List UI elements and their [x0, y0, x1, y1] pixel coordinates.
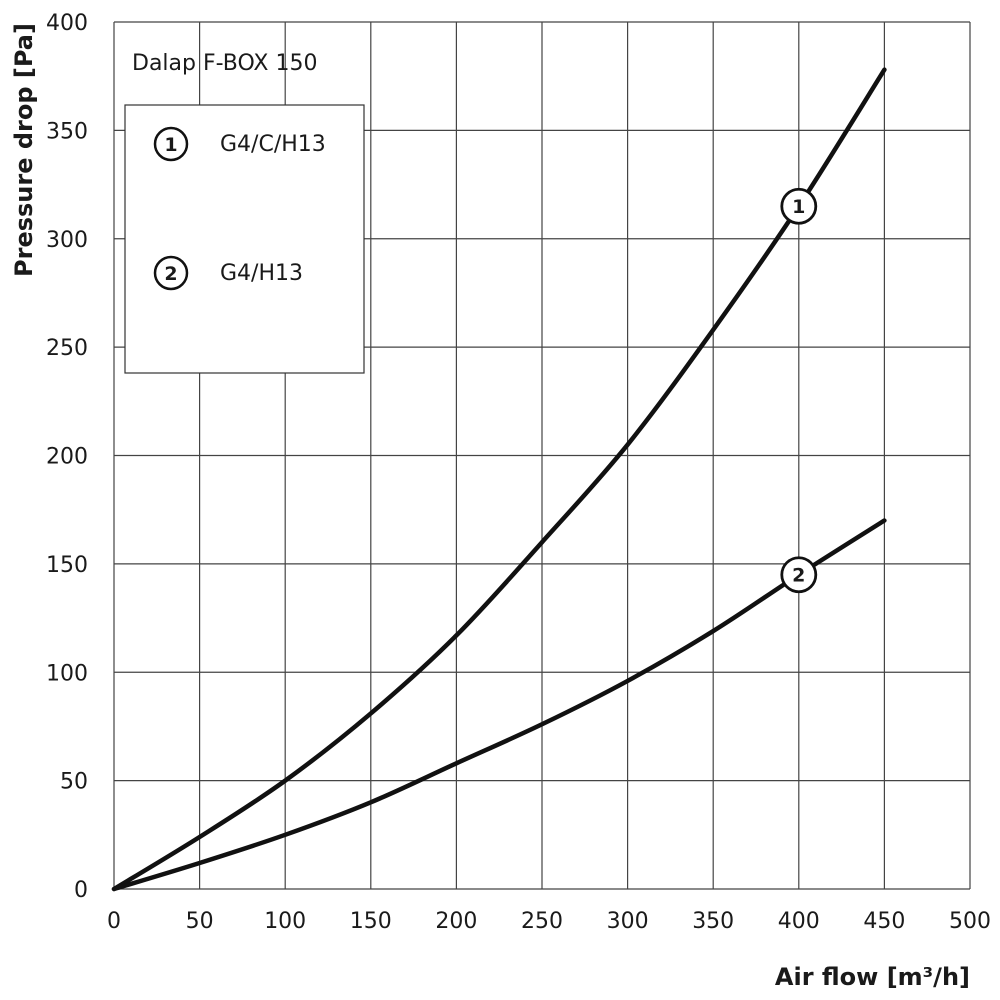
y-tick-labels: 0 50 100 150 200 250 300 350 400	[46, 11, 88, 903]
y-tick-label-6: 300	[46, 228, 88, 253]
x-tick-label-0: 0	[107, 909, 121, 934]
legend-marker-1	[153, 126, 189, 162]
x-tick-label-4: 200	[435, 909, 477, 934]
legend-marker-2	[153, 255, 189, 291]
series-markers: 12	[780, 187, 818, 594]
series-line-1	[111, 67, 887, 892]
x-tick-label-2: 100	[264, 909, 306, 934]
y-tick-label-4: 200	[46, 445, 88, 470]
grid	[113, 21, 971, 890]
x-tick-label-1: 50	[186, 909, 214, 934]
x-tick-label-8: 400	[778, 909, 820, 934]
x-tick-label-6: 300	[607, 909, 649, 934]
x-tick-label-9: 450	[863, 909, 905, 934]
x-axis-title: Air flow [m³/h]	[775, 963, 970, 991]
series-marker-label-1: 1	[792, 196, 805, 218]
y-tick-label-5: 250	[46, 336, 88, 361]
legend-marker-label-2: 2	[164, 263, 177, 285]
series-marker-1	[780, 187, 818, 225]
series-lines	[111, 67, 887, 892]
legend-label-1: G4/C/H13	[220, 132, 326, 157]
legend-label-2: G4/H13	[220, 261, 303, 286]
y-tick-label-0: 0	[74, 878, 88, 903]
legend-item-1: 1 G4/C/H13	[153, 126, 326, 162]
y-tick-label-2: 100	[46, 661, 88, 686]
x-tick-label-3: 150	[350, 909, 392, 934]
y-tick-label-7: 350	[46, 119, 88, 144]
y-tick-label-1: 50	[60, 770, 88, 795]
series-marker-label-2: 2	[792, 565, 805, 587]
legend: 1 G4/C/H13 2 G4/H13	[124, 104, 365, 374]
chart-title: Dalap F-BOX 150	[132, 51, 317, 76]
series-marker-2	[780, 556, 818, 594]
legend-marker-label-1: 1	[164, 134, 177, 156]
y-tick-label-8: 400	[46, 11, 88, 36]
x-tick-labels: 0 50 100 150 200 250 300 350 400 450 500	[107, 909, 991, 934]
x-tick-label-10: 500	[949, 909, 991, 934]
series-line-2	[111, 518, 887, 892]
y-axis-title: Pressure drop [Pa]	[10, 23, 38, 277]
legend-item-2: 2 G4/H13	[153, 255, 303, 291]
x-tick-label-5: 250	[521, 909, 563, 934]
x-tick-label-7: 350	[692, 909, 734, 934]
y-tick-label-3: 150	[46, 553, 88, 578]
